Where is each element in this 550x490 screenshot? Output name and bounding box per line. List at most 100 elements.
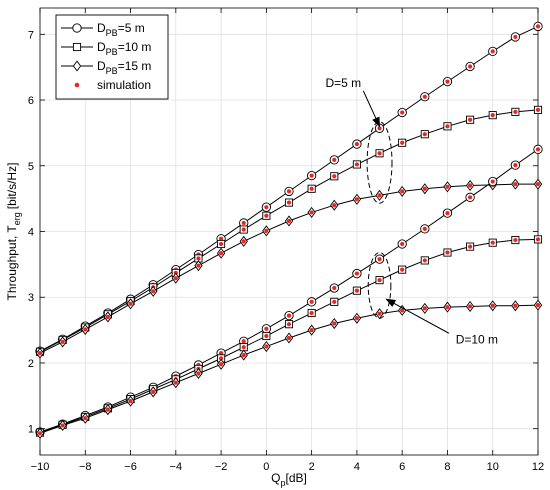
legend-marker bbox=[72, 23, 82, 33]
x-axis-label: Qp[dB] bbox=[271, 471, 307, 488]
simulation-point bbox=[400, 110, 405, 115]
x-tick-label: −4 bbox=[170, 461, 183, 473]
simulation-point bbox=[264, 228, 269, 233]
legend-marker bbox=[72, 60, 82, 72]
simulation-point bbox=[445, 250, 450, 255]
simulation-point bbox=[422, 94, 427, 99]
legend-entry: simulation bbox=[74, 78, 151, 92]
simulation-point bbox=[377, 278, 382, 283]
simulation-point bbox=[241, 345, 246, 350]
simulation-point bbox=[377, 126, 382, 131]
simulation-point bbox=[286, 189, 292, 194]
simulation-point bbox=[490, 179, 495, 184]
simulation-point bbox=[286, 218, 292, 224]
simulation-point bbox=[60, 339, 65, 345]
annotation-arrow bbox=[385, 298, 450, 334]
simulation-point bbox=[332, 203, 337, 208]
x-tick-label: 10 bbox=[487, 461, 499, 473]
simulation-point bbox=[309, 310, 314, 316]
simulation-point bbox=[196, 263, 201, 268]
simulation-point bbox=[286, 313, 292, 318]
simulation-point bbox=[128, 301, 133, 306]
simulation-point bbox=[218, 236, 224, 241]
simulation-point bbox=[422, 186, 427, 191]
simulation-point bbox=[445, 124, 450, 129]
simulation-point bbox=[354, 141, 360, 147]
simulation-point bbox=[400, 140, 405, 145]
simulation-point bbox=[128, 398, 133, 404]
simulation-point bbox=[309, 186, 314, 191]
simulation-point bbox=[241, 220, 246, 226]
simulation-point bbox=[37, 351, 43, 356]
annotation-layer: D=5 m D=10 m bbox=[325, 76, 498, 346]
simulation-point bbox=[490, 240, 495, 245]
simulation-point bbox=[445, 184, 450, 189]
simulation-point bbox=[535, 303, 541, 308]
simulation-point bbox=[535, 147, 541, 152]
simulation-point bbox=[513, 303, 518, 308]
simulation-point bbox=[60, 423, 65, 428]
simulation-point bbox=[264, 333, 269, 339]
simulation-point bbox=[490, 303, 495, 308]
simulation-point bbox=[37, 431, 43, 436]
simulation-point bbox=[218, 241, 224, 247]
series-layer bbox=[35, 21, 543, 439]
simulation-point bbox=[535, 24, 541, 29]
simulation-point bbox=[218, 351, 224, 356]
simulation-point bbox=[354, 316, 360, 321]
simulation-point bbox=[467, 244, 473, 249]
simulation-point bbox=[218, 362, 224, 367]
simulation-point bbox=[264, 344, 269, 349]
y-tick-label: 6 bbox=[28, 95, 34, 107]
simulation-point bbox=[151, 289, 156, 294]
y-tick-label: 1 bbox=[28, 424, 34, 436]
simulation-point bbox=[354, 271, 360, 276]
simulation-point bbox=[422, 258, 427, 263]
y-tick-label: 5 bbox=[28, 161, 34, 173]
x-tick-label: −8 bbox=[79, 461, 92, 473]
simulation-point bbox=[445, 210, 450, 216]
legend-label: DPB=5 m bbox=[97, 21, 145, 38]
simulation-point bbox=[332, 285, 337, 291]
simulation-point bbox=[218, 251, 224, 256]
y-tick-label: 4 bbox=[28, 227, 34, 239]
simulation-point bbox=[151, 389, 156, 394]
simulation-point bbox=[377, 257, 382, 262]
simulation-point bbox=[535, 107, 541, 112]
simulation-point bbox=[490, 113, 495, 118]
simulation-point bbox=[309, 210, 314, 215]
simulation-point bbox=[513, 163, 518, 168]
simulation-point bbox=[535, 237, 541, 242]
annotation-1: D=5 m bbox=[325, 76, 393, 204]
simulation-point bbox=[535, 182, 541, 187]
annotation-ellipse bbox=[366, 121, 393, 204]
simulation-point bbox=[354, 162, 360, 167]
simulation-point bbox=[83, 416, 88, 421]
simulation-point bbox=[264, 213, 269, 218]
simulation-point bbox=[422, 226, 427, 231]
x-tick-label: 12 bbox=[532, 461, 544, 473]
legend-marker bbox=[74, 82, 80, 88]
simulation-point bbox=[422, 132, 427, 137]
legend-label: DPB=10 m bbox=[97, 40, 151, 57]
y-axis-label: Throughput, Terg[bit/s/Hz] bbox=[5, 163, 22, 301]
series-d-5-m-diamond bbox=[35, 178, 543, 359]
simulation-point bbox=[286, 322, 292, 327]
simulation-point bbox=[490, 49, 495, 54]
annotation-arrow bbox=[362, 90, 381, 128]
legend-label: DPB=15 m bbox=[97, 59, 151, 76]
simulation-point bbox=[400, 189, 405, 194]
simulation-point bbox=[377, 311, 382, 316]
simulation-point bbox=[309, 173, 314, 178]
x-tick-label: 2 bbox=[309, 461, 315, 473]
x-tick-label: −10 bbox=[31, 461, 50, 473]
simulation-point bbox=[445, 79, 450, 84]
simulation-point bbox=[354, 197, 360, 202]
simulation-point bbox=[286, 335, 292, 341]
series-d-10-m-diamond bbox=[35, 299, 543, 439]
y-tick-label: 2 bbox=[28, 358, 34, 370]
simulation-point bbox=[196, 371, 201, 376]
simulation-point bbox=[264, 205, 269, 210]
x-tick-label: 4 bbox=[354, 461, 360, 473]
